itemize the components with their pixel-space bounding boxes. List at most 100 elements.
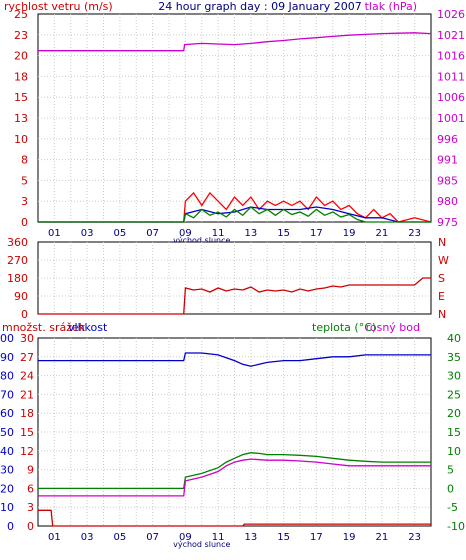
rain-tick-label: 21 — [20, 388, 34, 401]
wind-tick-label: 23 — [14, 29, 28, 42]
direction-tick-label: 360 — [7, 236, 28, 249]
pressure-tick-label: 996 — [437, 133, 458, 146]
humidity-axis-title: vlhkost — [68, 321, 108, 334]
x-tick-label: 07 — [146, 228, 159, 239]
direction-tick-label: 180 — [7, 272, 28, 285]
compass-tick-label: N — [438, 236, 446, 249]
direction-tick-label: 90 — [14, 290, 28, 303]
pressure-tick-label: 980 — [437, 195, 458, 208]
temperature-tick-label: 15 — [447, 426, 461, 439]
pressure-tick-label: 985 — [437, 174, 458, 187]
x-tick-label: 17 — [310, 228, 323, 239]
x-tick-label: 05 — [114, 532, 127, 543]
pressure-tick-label: 975 — [437, 216, 458, 229]
x-tick-label: 01 — [48, 228, 61, 239]
pressure-tick-label: 1021 — [437, 29, 465, 42]
x-tick-label: 01 — [48, 532, 61, 543]
humidity-tick-label: 30 — [0, 464, 14, 477]
x-tick-label: 11 — [212, 228, 225, 239]
pressure-tick-label: 1011 — [437, 70, 465, 83]
wind-tick-label: 13 — [14, 112, 28, 125]
compass-tick-label: W — [438, 254, 449, 267]
x-tick-label: 17 — [310, 532, 323, 543]
humidity-tick-label: 60 — [0, 407, 14, 420]
x-tick-label: 21 — [376, 228, 389, 239]
rain-tick-label: 6 — [27, 482, 34, 495]
pressure-tick-label: 991 — [437, 154, 458, 167]
wind-tick-label: 5 — [21, 174, 28, 187]
sunrise-label: východ slunce — [173, 236, 230, 245]
humidity-tick-label: 90 — [0, 351, 14, 364]
temperature-tick-label: 5 — [447, 464, 454, 477]
x-tick-label: 13 — [245, 228, 258, 239]
compass-tick-label: E — [438, 290, 445, 303]
x-tick-label: 11 — [212, 532, 225, 543]
temperature-tick-label: 20 — [447, 407, 461, 420]
sunrise-label: východ slunce — [173, 540, 230, 549]
wind-tick-label: 25 — [14, 8, 28, 21]
wind-speed-line — [38, 206, 431, 223]
humidity-tick-label: 50 — [0, 426, 14, 439]
wind-gust-line — [38, 191, 432, 223]
right-axis-title: tlak (hPa) — [365, 0, 417, 13]
temperature-axis-title: teplota (°C) — [312, 321, 376, 334]
rain-tick-label: 9 — [27, 464, 34, 477]
x-tick-label: 21 — [376, 532, 389, 543]
dewpoint-line — [38, 458, 431, 497]
wind-tick-label: 3 — [21, 195, 28, 208]
x-tick-label: 13 — [245, 532, 258, 543]
temperature-tick-label: 0 — [447, 482, 454, 495]
temperature-tick-label: -10 — [447, 520, 465, 533]
temperature-tick-label: 30 — [447, 370, 461, 383]
x-tick-label: 09 — [179, 228, 192, 239]
wind-tick-label: 8 — [21, 154, 28, 167]
x-tick-label: 19 — [343, 532, 356, 543]
wind-tick-label: 0 — [21, 216, 28, 229]
wind-tick-label: 15 — [14, 91, 28, 104]
x-tick-label: 19 — [343, 228, 356, 239]
rain-axis-title: množst. srážek — [2, 321, 86, 334]
temperature-tick-label: 35 — [447, 351, 461, 364]
temperature-tick-label: 40 — [447, 332, 461, 345]
pressure-tick-label: 1001 — [437, 112, 465, 125]
direction-tick-label: 270 — [7, 254, 28, 267]
humidity-tick-label: 80 — [0, 370, 14, 383]
direction-tick-label: 0 — [21, 308, 28, 321]
x-tick-label: 03 — [81, 532, 94, 543]
left-axis-title: rychlost vetru (m/s) — [4, 0, 113, 13]
pressure-tick-label: 1016 — [437, 50, 465, 63]
rain-tick-label: 18 — [20, 407, 34, 420]
pressure-tick-label: 1026 — [437, 8, 465, 21]
rain-tick-label: 30 — [20, 332, 34, 345]
humidity-line — [38, 352, 431, 367]
x-tick-label: 03 — [81, 228, 94, 239]
wind-direction-line — [38, 277, 431, 315]
humidity-tick-label: 10 — [0, 501, 14, 514]
x-tick-label: 05 — [114, 228, 127, 239]
rain-line — [38, 509, 431, 527]
pressure-tick-label: 1006 — [437, 91, 465, 104]
humidity-tick-label: 0 — [7, 520, 14, 533]
rain-tick-label: 3 — [27, 501, 34, 514]
x-tick-label: 07 — [146, 532, 159, 543]
wind-tick-label: 10 — [14, 133, 28, 146]
chart-title: 24 hour graph day : 09 January 2007 — [158, 0, 362, 13]
temperature-tick-label: 10 — [447, 445, 461, 458]
x-tick-label: 15 — [277, 532, 290, 543]
rain-tick-label: 24 — [20, 370, 34, 383]
dewpoint-axis-title: rosný bod — [366, 321, 420, 334]
humidity-tick-label: 40 — [0, 445, 14, 458]
humidity-tick-label: 20 — [0, 482, 14, 495]
wind-tick-label: 18 — [14, 70, 28, 83]
x-tick-label: 23 — [408, 532, 421, 543]
x-tick-label: 15 — [277, 228, 290, 239]
temperature-line — [38, 452, 431, 490]
compass-tick-label: N — [438, 308, 446, 321]
pressure-line — [38, 32, 432, 52]
rain-tick-label: 0 — [27, 520, 34, 533]
humidity-tick-label: 70 — [0, 388, 14, 401]
temperature-tick-label: -5 — [447, 501, 458, 514]
rain-tick-label: 12 — [20, 445, 34, 458]
